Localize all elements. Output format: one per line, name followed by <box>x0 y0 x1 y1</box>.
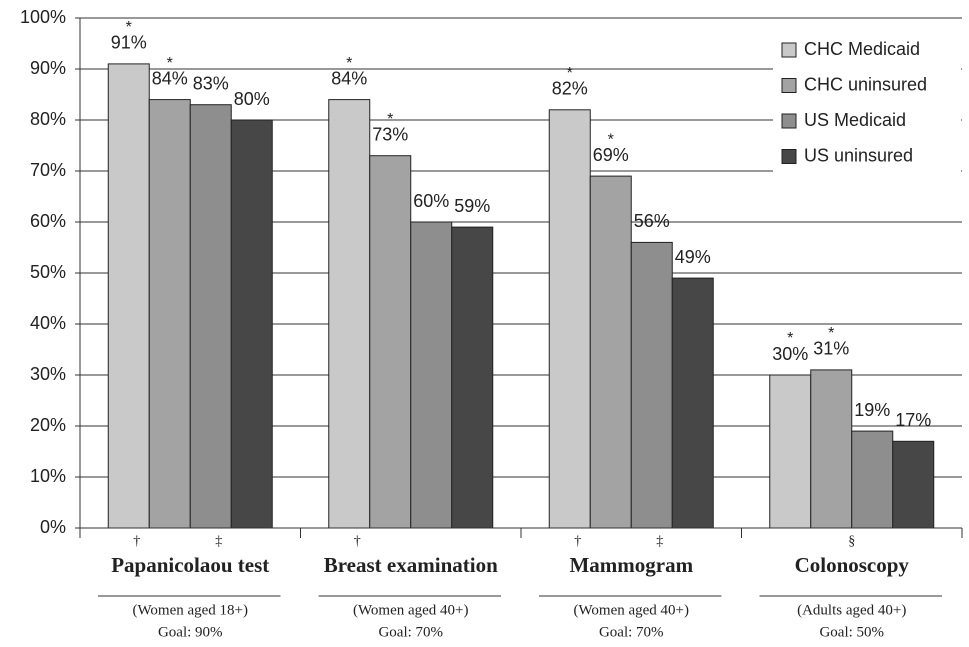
footnote-mark: † <box>574 534 581 549</box>
bar <box>369 155 412 529</box>
legend-swatch <box>781 78 797 93</box>
y-tick-label: 80% <box>30 109 66 129</box>
value-label: 82% <box>552 79 588 99</box>
significance-marker: * <box>608 131 614 148</box>
significance-marker: * <box>787 330 793 347</box>
legend-label: CHC uninsured <box>804 74 927 94</box>
legend-swatch <box>781 113 797 129</box>
y-tick-label: 60% <box>30 211 66 231</box>
goal: Goal: 70% <box>378 624 443 640</box>
bar <box>451 226 494 529</box>
value-label: 49% <box>675 247 711 267</box>
bar <box>148 99 191 529</box>
x-tick-label: Papanicolaou test <box>111 553 269 577</box>
x-tick-label: Mammogram <box>569 553 693 577</box>
y-tick-label: 100% <box>20 7 66 27</box>
footnote-mark: ‡ <box>215 534 222 549</box>
x-tick-label: Breast examination <box>324 553 498 577</box>
population: (Adults aged 40+) <box>797 602 906 618</box>
population: (Women aged 40+) <box>573 602 689 618</box>
bar <box>671 277 714 529</box>
value-label: 69% <box>593 145 629 165</box>
value-label: 19% <box>854 400 890 420</box>
value-label: 60% <box>413 191 449 211</box>
value-label: 83% <box>193 73 229 93</box>
y-tick-label: 90% <box>30 58 66 78</box>
bar <box>230 119 273 529</box>
bar <box>107 63 150 529</box>
goal: Goal: 70% <box>599 624 664 640</box>
footnote-mark: ‡ <box>656 534 663 549</box>
bar <box>328 99 371 529</box>
value-label: 73% <box>372 124 408 144</box>
goal: Goal: 90% <box>158 624 223 640</box>
goal: Goal: 50% <box>819 624 884 640</box>
footnote-mark: § <box>848 534 855 549</box>
significance-marker: * <box>126 19 132 36</box>
legend-box <box>773 30 961 178</box>
population: (Women aged 40+) <box>353 602 469 618</box>
bar <box>410 221 453 529</box>
legend-swatch <box>781 149 797 164</box>
significance-marker: * <box>387 111 393 128</box>
value-label: 31% <box>813 339 849 359</box>
significance-marker: * <box>346 55 352 72</box>
y-tick-label: 40% <box>30 313 66 333</box>
y-tick-label: 30% <box>30 364 66 384</box>
significance-marker: * <box>828 325 834 342</box>
x-tick-label: Colonoscopy <box>795 553 910 577</box>
bar <box>548 109 591 529</box>
value-label: 56% <box>634 211 670 231</box>
y-tick-label: 70% <box>30 160 66 180</box>
value-label: 91% <box>111 33 147 53</box>
y-tick-label: 50% <box>30 262 66 282</box>
bar <box>589 175 632 529</box>
bar <box>851 430 894 529</box>
value-label: 84% <box>152 68 188 88</box>
legend-label: US uninsured <box>804 145 913 165</box>
legend-label: US Medicaid <box>804 110 906 130</box>
bar <box>189 104 232 529</box>
y-tick-label: 0% <box>40 517 66 537</box>
value-label: 30% <box>772 344 808 364</box>
y-tick-label: 10% <box>30 466 66 486</box>
bar <box>630 241 673 529</box>
value-label: 80% <box>234 89 270 109</box>
significance-marker: * <box>567 65 573 82</box>
y-tick-label: 20% <box>30 415 66 435</box>
value-label: 84% <box>331 68 367 88</box>
value-label: 59% <box>454 196 490 216</box>
bar <box>810 369 853 529</box>
legend-label: CHC Medicaid <box>804 39 920 59</box>
value-label: 17% <box>895 410 931 430</box>
population: (Women aged 18+) <box>132 602 248 618</box>
legend-swatch <box>781 42 797 58</box>
footnote-mark: † <box>354 534 361 549</box>
significance-marker: * <box>167 55 173 72</box>
bar <box>892 440 935 529</box>
bar <box>769 374 812 529</box>
footnote-mark: † <box>133 534 140 549</box>
